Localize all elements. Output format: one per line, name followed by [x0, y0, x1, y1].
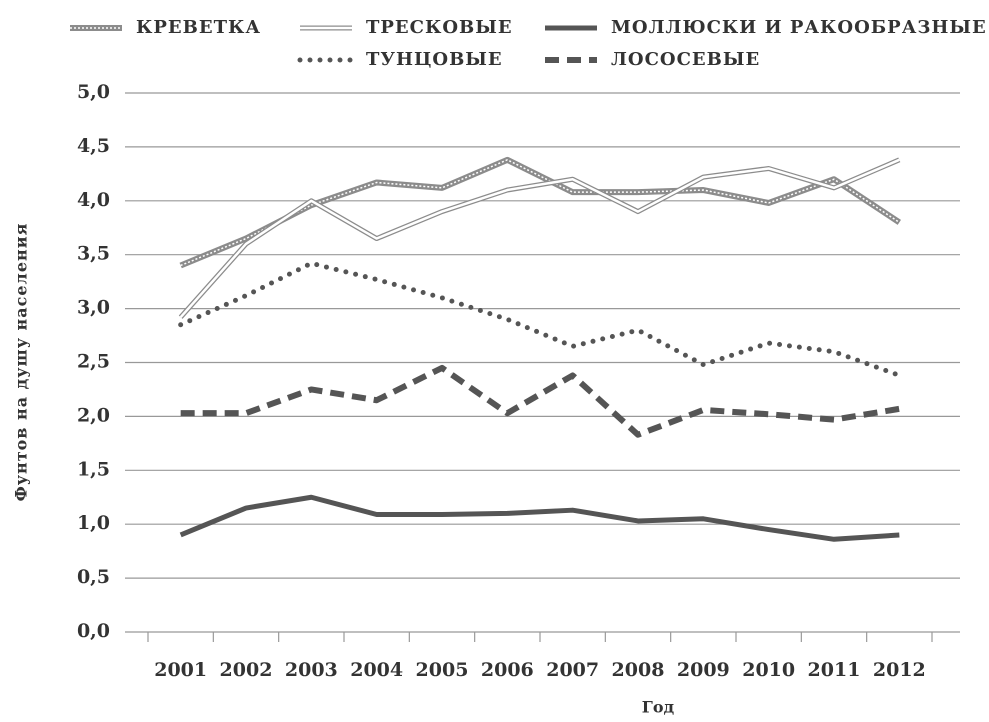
legend-label: ТРЕСКОВЫЕ	[366, 17, 513, 38]
legend-label: МОЛЛЮСКИ И РАКООБРАЗНЫЕ	[611, 17, 987, 38]
x-tick-label: 2012	[873, 659, 926, 681]
x-tick-label: 2002	[220, 659, 273, 681]
y-tick-label: 0,5	[77, 566, 110, 588]
x-tick-label: 2010	[742, 659, 795, 681]
y-tick-label: 3,0	[77, 297, 110, 319]
y-tick-label: 4,0	[77, 189, 110, 211]
x-tick-label: 2001	[154, 659, 207, 681]
y-tick-label: 3,5	[77, 243, 110, 265]
series-line-inner	[179, 158, 900, 319]
x-tick-label: 2011	[808, 659, 861, 681]
x-tick-label: 2005	[416, 659, 469, 681]
legend-label: ТУНЦОВЫЕ	[366, 49, 503, 70]
y-tick-label: 2,0	[77, 404, 110, 426]
y-tick-label: 0,0	[77, 620, 110, 642]
y-axis-label: Фунтов на душу населения	[12, 223, 31, 502]
y-tick-label: 4,5	[77, 135, 110, 157]
x-tick-label: 2008	[612, 659, 665, 681]
legend-label: ЛОСОСЕВЫЕ	[611, 49, 760, 70]
legend-label: КРЕВЕТКА	[136, 17, 261, 38]
series-line	[179, 494, 900, 542]
x-tick-label: 2003	[285, 659, 338, 681]
y-tick-label: 2,5	[77, 351, 110, 373]
x-tick-label: 2004	[350, 659, 403, 681]
x-tick-label: 2009	[677, 659, 730, 681]
x-axis-label: Год	[642, 698, 675, 717]
series-line	[178, 260, 902, 378]
series-line	[180, 364, 900, 438]
x-tick-label: 2007	[546, 659, 599, 681]
y-tick-label: 5,0	[77, 81, 110, 103]
y-tick-label: 1,5	[77, 458, 110, 480]
y-tick-label: 1,0	[77, 512, 110, 534]
x-tick-label: 2006	[481, 659, 534, 681]
